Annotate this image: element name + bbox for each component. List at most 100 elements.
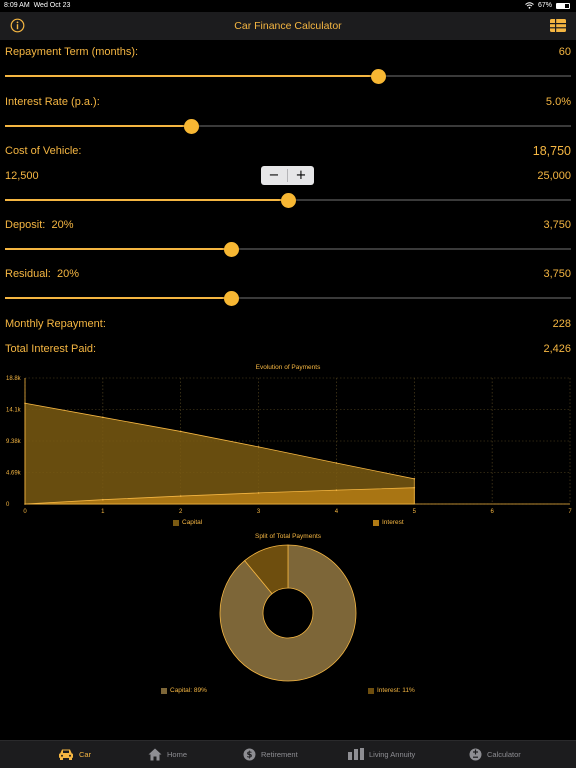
legend-capital-label: Capital [182,519,203,526]
split-chart-title: Split of Total Payments [255,533,321,540]
plus-minus-icon [469,748,482,761]
x-tick-label: 0 [23,509,27,515]
vehicle-cost-min: 12,500 [5,170,39,182]
evolution-chart: 0 1 2 3 4 5 6 7 0 4.69k 9.38k 14.1k 18.8k [6,376,572,515]
donut-slice-interest [244,544,289,595]
data-point-capital [335,462,338,464]
tab-car-label: Car [79,749,92,759]
deposit-slider-thumb[interactable] [223,242,239,257]
data-point-interest [102,498,104,501]
legend-interest-share-label: Interest: 11% [377,687,415,694]
legend-capital-share-label: Capital: 89% [170,687,207,694]
svg-text:$: $ [247,751,253,761]
vehicle-cost-stepper[interactable]: − + [261,166,314,185]
vehicle-cost-max: 25,000 [537,170,571,182]
legend-capital: Capital [173,519,202,526]
area-series-capital [24,402,415,505]
tab-living-annuity[interactable]: Living Annuity [348,748,415,760]
navigation-bar: Car Finance Calculator [0,12,576,40]
x-tick-label: 3 [257,509,261,515]
status-bar: 8:09 AM Wed Oct 23 67% [0,0,576,12]
legend-interest: Interest [373,519,404,526]
bar-chart-icon [348,748,364,760]
tab-calculator[interactable]: Calculator [469,748,521,761]
donut-slice-capital [219,544,357,682]
tab-retirement[interactable]: $ Retirement [243,748,298,761]
data-point-interest [179,495,182,497]
data-point-interest [24,503,26,505]
tab-car[interactable]: Car [58,748,91,760]
legend-interest-share: Interest: 11% [368,687,415,694]
page-title: Car Finance Calculator [234,20,342,32]
repayment-term-slider[interactable] [5,69,571,84]
battery-icon [556,2,570,9]
legend-interest-share-swatch [368,687,374,694]
deposit-slider[interactable] [5,242,571,257]
deposit-percent: 20% [51,219,74,231]
residual-percent: 20% [56,268,80,280]
tab-living-annuity-label: Living Annuity [369,749,416,759]
residual-slider[interactable] [5,291,571,306]
y-tick-label: 18.8k [6,376,22,382]
tab-bar: Car Home $ Retirement Living Annuity Cal… [0,740,576,768]
decrement-button[interactable]: − [261,166,287,185]
data-point-capital [102,416,104,419]
legend-capital-share: Capital: 89% [161,687,207,694]
interest-rate-value: 5.0% [545,96,571,108]
house-icon [148,748,162,761]
wifi-icon [525,2,534,9]
status-time: 8:09 AM Wed Oct 23 [4,2,71,9]
list-grid-icon[interactable] [550,19,566,32]
data-point-capital [24,402,26,404]
y-tick-label: 14.1k [6,408,22,414]
data-point-capital [257,446,260,448]
monthly-repayment-label: Monthly Repayment: [5,318,106,330]
repayment-term-slider-thumb[interactable] [371,69,387,84]
residual-slider-thumb[interactable] [223,291,239,306]
data-point-interest [413,486,416,489]
deposit-value: 3,750 [543,219,571,231]
tab-retirement-label: Retirement [261,750,298,759]
total-interest-label: Total Interest Paid: [5,343,97,355]
x-tick-label: 6 [490,509,494,515]
interest-rate-slider-thumb[interactable] [184,119,200,134]
area-series-interest [24,487,415,505]
legend-interest-label: Interest [382,519,404,526]
interest-rate-slider[interactable] [5,119,571,134]
data-point-capital [179,430,182,433]
y-tick-label: 9.38k [6,439,22,445]
evolution-chart-title: Evolution of Payments [255,364,321,371]
repayment-term-label: Repayment Term (months): [5,46,139,58]
x-tick-label: 4 [335,509,339,515]
legend-capital-share-swatch [161,687,167,694]
data-point-interest [257,492,260,494]
y-tick-label: 4.69k [6,471,22,477]
total-interest-value: 2,426 [543,343,571,355]
car-icon [59,749,73,760]
y-tick-label: 0 [6,502,10,508]
increment-button[interactable]: + [288,166,314,185]
tab-calculator-label: Calculator [487,750,521,759]
vehicle-cost-slider-thumb[interactable] [280,193,296,208]
vehicle-cost-value: 18,750 [532,144,571,158]
deposit-label: Deposit: 20% [5,219,74,231]
monthly-repayment-value: 228 [552,318,571,330]
repayment-term-value: 60 [558,46,571,58]
legend-capital-swatch [173,519,179,526]
tab-home[interactable]: Home [148,748,187,761]
x-tick-label: 1 [101,509,105,515]
vehicle-cost-slider[interactable] [5,193,571,208]
residual-value: 3,750 [543,268,571,280]
legend-interest-swatch [373,519,379,526]
vehicle-cost-label: Cost of Vehicle: [5,145,82,157]
residual-label: Residual: 20% [5,268,80,280]
x-tick-label: 5 [413,509,417,515]
info-icon[interactable] [10,18,25,33]
data-point-interest [335,489,338,491]
split-chart [219,544,357,682]
interest-rate-label: Interest Rate (p.a.): [5,96,100,108]
x-tick-label: 2 [179,509,183,515]
dollar-coin-icon: $ [243,748,256,761]
x-tick-label: 7 [568,509,572,515]
battery-percent: 67% [537,2,552,9]
